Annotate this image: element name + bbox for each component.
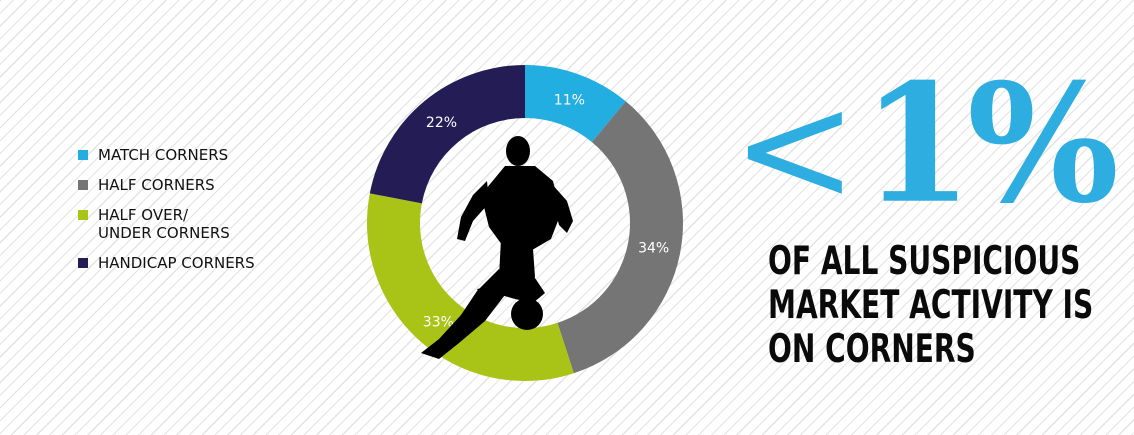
- slice-value-label: 34%: [638, 241, 669, 257]
- donut-slice: [369, 65, 525, 204]
- donut-slice: [525, 65, 626, 143]
- slice-value-label: 11%: [554, 93, 585, 109]
- footballer-silhouette-icon: [421, 136, 573, 359]
- less-than-sign: <: [732, 59, 858, 238]
- legend-label: HALF CORNERS: [98, 176, 215, 194]
- legend-swatch: [78, 150, 88, 160]
- donut-chart: 11% 34% 33% 22%: [366, 65, 683, 381]
- slice-value-label: 33%: [423, 314, 454, 330]
- headline: <1%: [732, 62, 1119, 230]
- legend-swatch: [78, 210, 88, 220]
- legend-swatch: [78, 180, 88, 190]
- donut-slice: [557, 101, 683, 374]
- slice-value-label: 22%: [426, 115, 457, 131]
- headline-number: 1%: [861, 47, 1119, 240]
- headline-text: OF ALL SUSPICIOUS MARKET ACTIVITY IS ON …: [768, 239, 1094, 372]
- legend-item-match-corners: MATCH CORNERS: [78, 146, 298, 164]
- donut-value-labels: 11% 34% 33% 22%: [423, 93, 669, 331]
- donut-slice: [366, 193, 574, 381]
- legend-label: HALF OVER/ UNDER CORNERS: [98, 206, 230, 242]
- legend-label: MATCH CORNERS: [98, 146, 229, 164]
- headline-percentage: <1%: [732, 62, 1119, 230]
- legend-item-handicap-corners: HANDICAP CORNERS: [78, 254, 298, 272]
- legend-item-half-over-under-corners: HALF OVER/ UNDER CORNERS: [78, 206, 298, 242]
- legend-item-half-corners: HALF CORNERS: [78, 176, 298, 194]
- legend-label: HANDICAP CORNERS: [98, 254, 255, 272]
- donut-slices: [366, 65, 683, 381]
- legend-swatch: [78, 258, 88, 268]
- chart-legend: MATCH CORNERS HALF CORNERS HALF OVER/ UN…: [78, 146, 298, 284]
